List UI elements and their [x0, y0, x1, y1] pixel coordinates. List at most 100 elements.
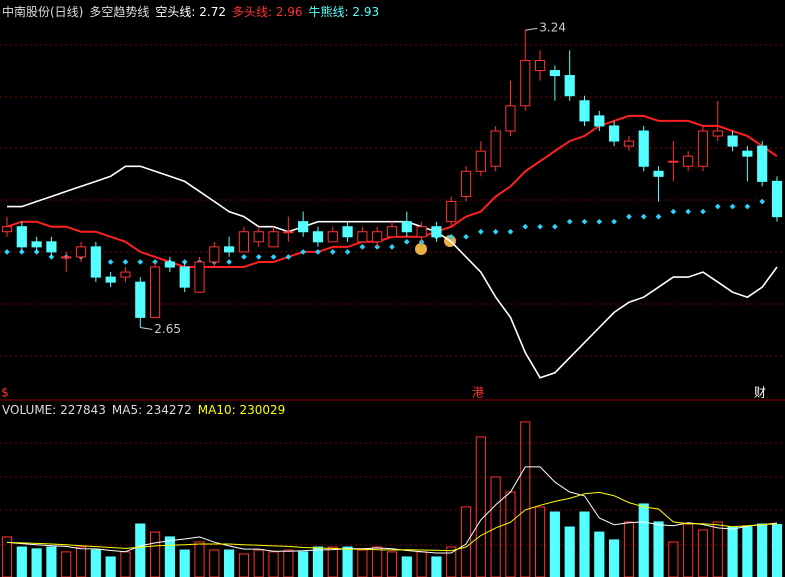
annotation: 2.65: [154, 322, 181, 336]
trend-dot: [107, 259, 114, 265]
volume-bar: [490, 476, 501, 577]
volume-bar: [683, 523, 694, 577]
volume-bar: [416, 551, 427, 577]
indicator-line: [6, 491, 778, 552]
volume-bar: [505, 491, 516, 577]
candle-body: [135, 281, 146, 318]
candle-body: [209, 246, 220, 263]
candle-body: [771, 180, 783, 218]
candle-body: [683, 155, 694, 167]
candle-body: [490, 130, 501, 167]
candle-body: [61, 256, 72, 259]
event-marker: 财: [754, 386, 766, 400]
candle-body: [283, 231, 294, 234]
trend-dot: [626, 213, 632, 220]
trend-dot: [315, 249, 321, 255]
volume-bar: [120, 551, 131, 577]
trend-dot: [403, 238, 410, 245]
candle-body: [105, 276, 116, 283]
candle-body: [238, 231, 250, 253]
trend-dot: [300, 249, 306, 255]
volume-bar: [1, 536, 13, 577]
volume-bar: [179, 549, 190, 577]
candle-body: [505, 105, 516, 132]
volume-bar: [697, 529, 709, 577]
trend-dot: [344, 249, 351, 255]
volume-bar: [742, 526, 753, 577]
volume-bar: [549, 511, 560, 577]
candle-body: [149, 266, 161, 318]
legend-entry: 牛熊线: 2.93: [308, 5, 380, 19]
trend-dot: [122, 259, 129, 265]
candle-body: [594, 115, 605, 127]
trend-dot: [255, 254, 262, 260]
candle-body: [268, 231, 279, 248]
trend-dot: [359, 244, 366, 250]
candle-body: [386, 226, 398, 238]
volume-bar: [638, 503, 649, 577]
candle-body: [327, 231, 338, 243]
annotation-leader: [140, 326, 153, 330]
volume-bar: [668, 541, 679, 577]
event-marker: $: [1, 386, 9, 400]
trend-dot: [685, 208, 691, 215]
trend-dot: [655, 213, 662, 220]
candle-body: [609, 125, 620, 142]
candle-body: [194, 261, 205, 293]
volume-bar: [609, 539, 620, 577]
volume-bar: [253, 549, 264, 577]
volume-bar: [757, 523, 768, 577]
candle-body: [46, 241, 57, 253]
candle-body: [342, 226, 353, 238]
volume-bar: [312, 546, 324, 577]
legend-entry: MA5: 234272: [111, 403, 192, 417]
volume-bar: [46, 546, 57, 577]
volume-bar: [238, 553, 250, 577]
candle-body: [416, 226, 427, 238]
trend-dot: [522, 223, 529, 230]
volume-bar: [298, 551, 309, 577]
volume-bar: [61, 551, 72, 577]
candle-body: [579, 100, 590, 122]
volume-bar: [727, 526, 738, 577]
trend-dot: [611, 218, 617, 225]
trend-dot: [537, 223, 543, 230]
candle-body: [372, 231, 383, 243]
volume-bar: [75, 546, 87, 577]
volume-bar: [342, 546, 353, 577]
trend-dot: [670, 208, 677, 215]
volume-bar: [475, 436, 486, 577]
candle-body: [431, 226, 442, 238]
volume-bar: [520, 421, 531, 577]
annotation-leader: [525, 27, 538, 31]
candle-body: [298, 221, 309, 233]
volume-header: VOLUME: 227843 MA5: 234272 MA10: 230029: [2, 402, 285, 418]
candle-body: [446, 201, 457, 223]
indicator-name: 多空趋势线: [89, 5, 150, 19]
volume-bar: [268, 551, 279, 577]
candle-body: [549, 70, 560, 77]
volume-bar: [564, 526, 575, 577]
trend-dot: [729, 203, 736, 210]
candle-body: [520, 59, 531, 107]
event-marker: 港: [472, 386, 484, 400]
trend-dot: [596, 218, 603, 225]
candle-body: [120, 271, 131, 278]
trend-dot: [714, 203, 721, 210]
trend-dot: [389, 244, 395, 250]
candle-body: [224, 246, 235, 253]
volume-bar: [31, 548, 42, 577]
trend-dot: [744, 203, 751, 210]
candle-body: [31, 241, 42, 248]
volume-bar: [105, 556, 116, 577]
candle-body: [164, 261, 175, 268]
legend-entry: MA10: 230029: [197, 403, 286, 417]
candle-body: [534, 59, 546, 72]
volume-bar: [623, 521, 635, 577]
volume-bar: [16, 546, 27, 577]
volume-bar: [401, 556, 412, 577]
candle-body: [697, 130, 709, 167]
candle-body: [312, 231, 324, 243]
candle-body: [757, 145, 768, 182]
